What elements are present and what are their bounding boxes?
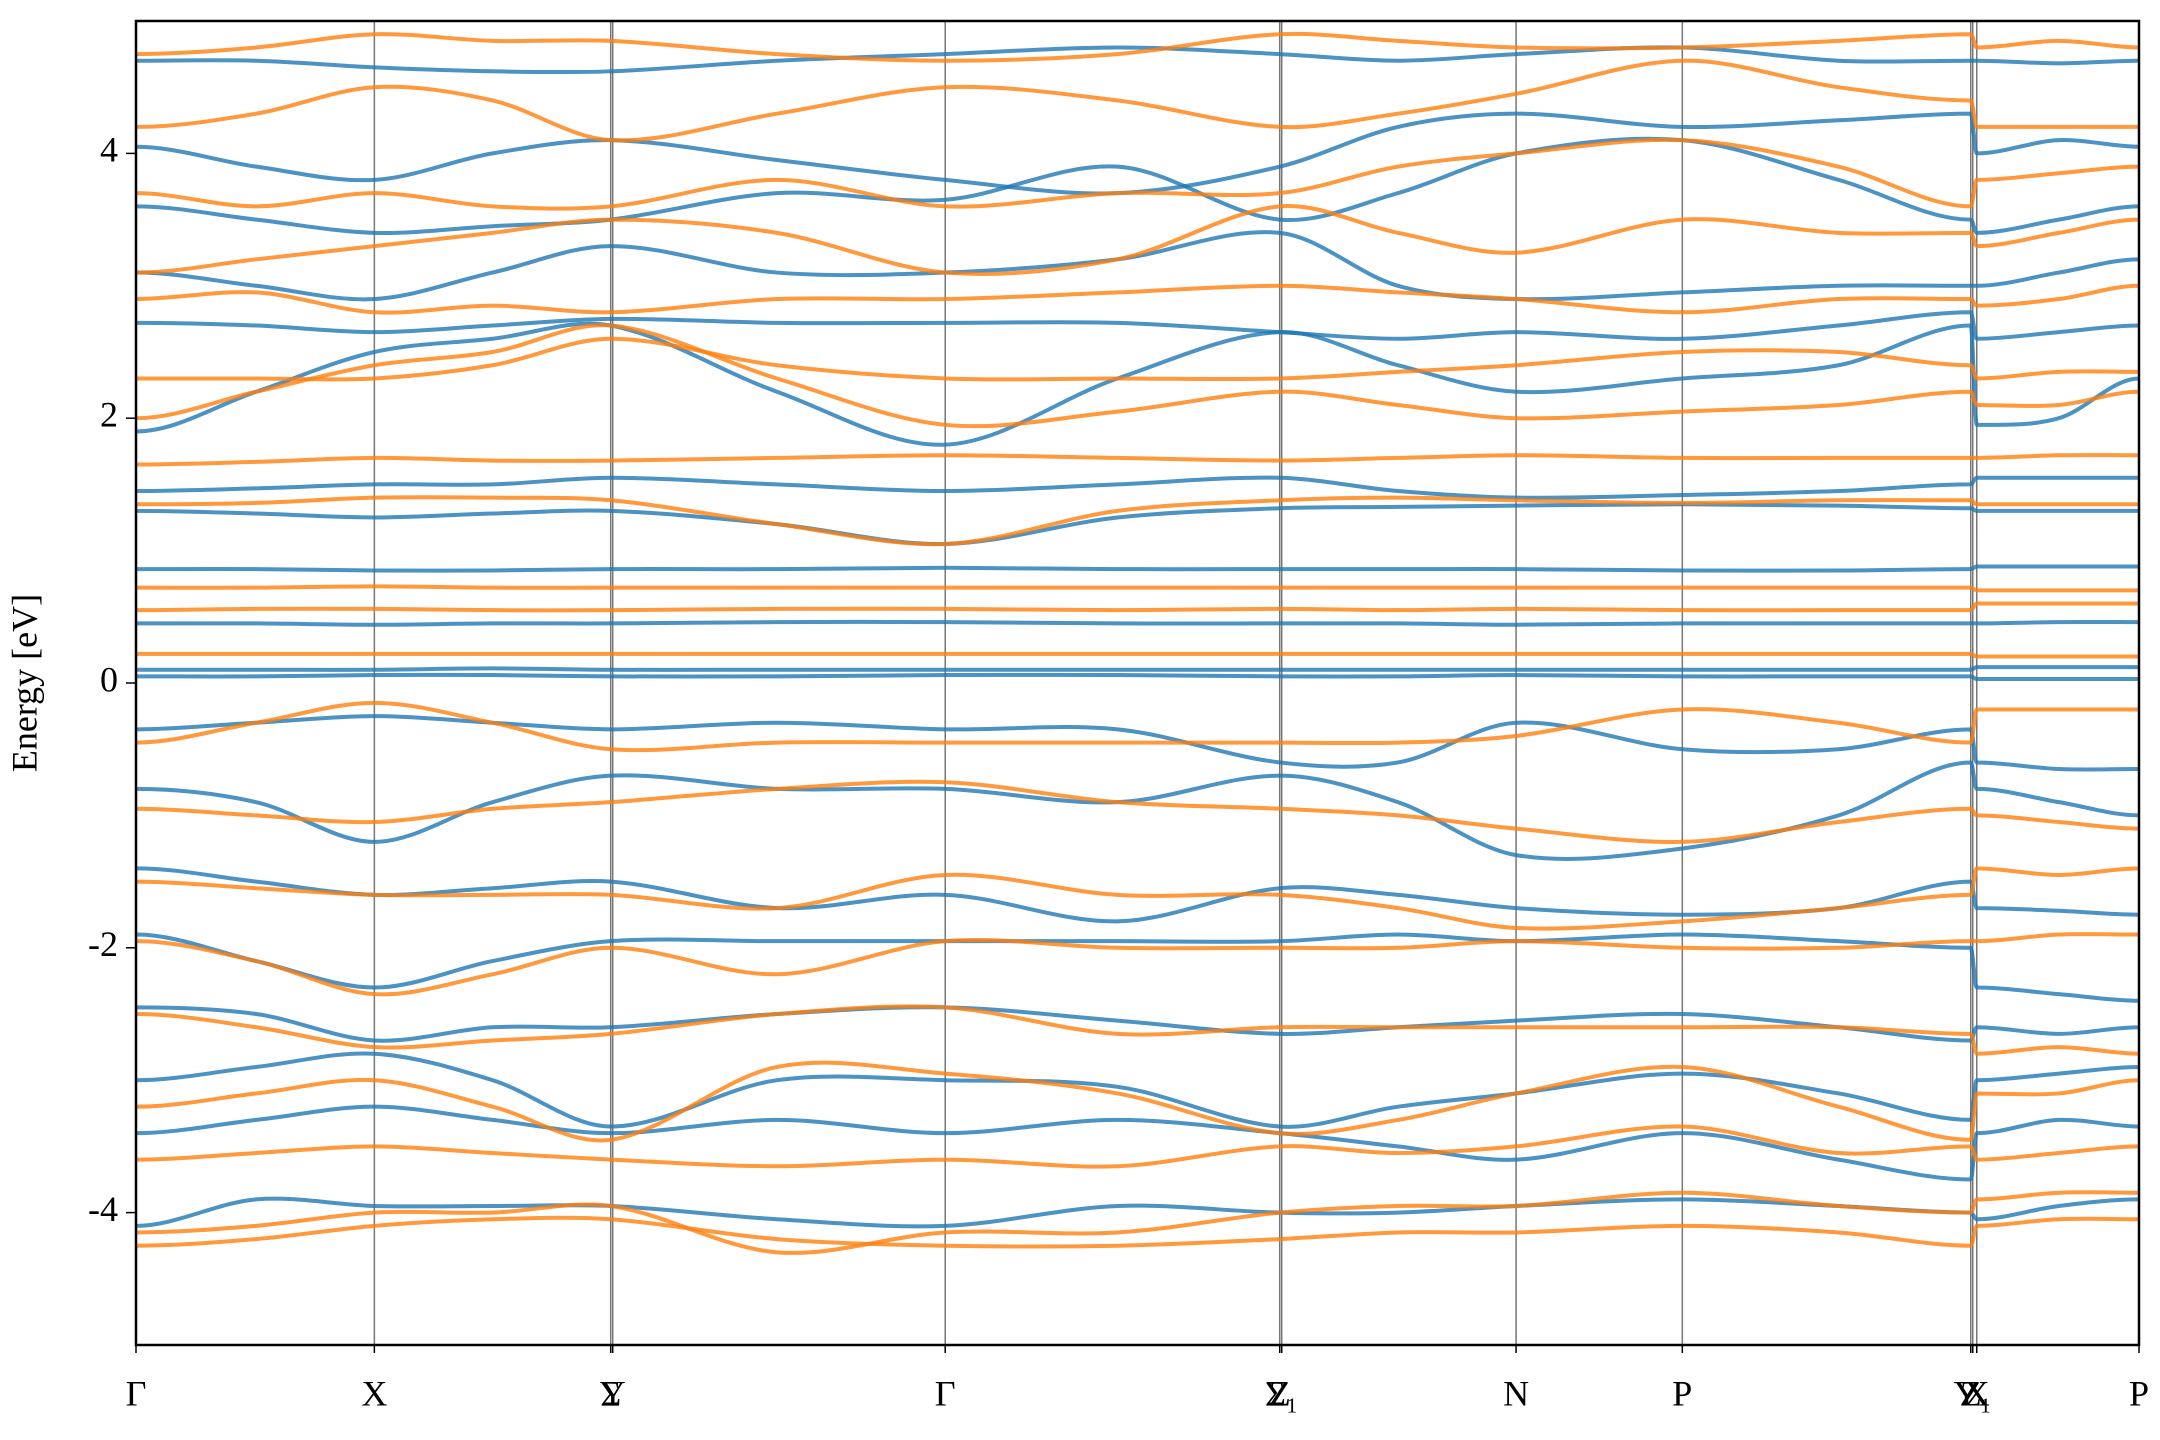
y-tick-label: 2	[100, 394, 118, 434]
band-line	[136, 495, 2139, 547]
band-line	[136, 1190, 2139, 1255]
band-line	[136, 760, 2139, 861]
band-line	[136, 700, 2139, 753]
band-line	[136, 601, 2139, 613]
band-line	[136, 230, 2139, 302]
band-line	[136, 1004, 2139, 1056]
x-tick-label: P	[1672, 1373, 1692, 1413]
x-tick-label: Z	[1960, 1373, 1982, 1413]
x-tick-label: Γ	[126, 1373, 147, 1413]
x-tick-label: N	[1503, 1373, 1529, 1413]
band-line	[136, 323, 2139, 429]
band-line	[136, 866, 2139, 924]
band-line	[136, 453, 2139, 467]
band-line	[136, 651, 2139, 659]
x-tick-label: Σ₁	[1265, 1373, 1299, 1413]
y-axis-label: Energy [eV]	[4, 594, 44, 772]
x-tick-label: P	[2129, 1373, 2149, 1413]
band-line	[136, 1215, 2139, 1249]
band-line	[136, 619, 2139, 627]
band-line	[136, 137, 2139, 211]
band-line	[136, 665, 2139, 672]
band-line	[136, 111, 2139, 196]
bands	[136, 31, 2139, 1255]
band-line	[136, 502, 2139, 546]
band-line	[136, 1060, 2139, 1143]
band-line	[136, 283, 2139, 315]
band-line	[136, 672, 2139, 682]
band-line	[136, 564, 2139, 573]
band-line	[136, 932, 2139, 1003]
plot-frame	[134, 19, 2141, 1347]
y-tick-label: 0	[100, 659, 118, 699]
band-line	[136, 1104, 2139, 1182]
band-line	[136, 31, 2139, 63]
x-tick-label: X	[1964, 1373, 1990, 1413]
band-line	[136, 1124, 2139, 1169]
band-line	[136, 310, 2139, 341]
y-tick-label: 4	[100, 130, 118, 170]
x-tick-label: X	[361, 1373, 387, 1413]
band-line	[136, 136, 2139, 235]
band-line	[136, 714, 2139, 772]
band-line	[136, 584, 2139, 593]
band-line	[136, 336, 2139, 382]
y-tick-label: -2	[88, 924, 118, 964]
x-tick-label: Y₁	[1953, 1373, 1992, 1413]
band-line	[136, 45, 2139, 75]
band-line	[136, 58, 2139, 143]
band-line	[136, 866, 2139, 931]
band-line	[136, 932, 2139, 997]
band-line	[136, 1051, 2139, 1129]
y-tick-label: -4	[88, 1189, 118, 1229]
x-tick-label: Σ	[600, 1373, 621, 1413]
band-line	[136, 203, 2139, 276]
band-line	[136, 779, 2139, 844]
x-tick-label: Γ	[935, 1373, 956, 1413]
band-line	[136, 475, 2139, 500]
x-tick-label: Z	[1269, 1373, 1291, 1413]
band-line	[136, 321, 2139, 447]
x-tick-label: Y	[600, 1373, 626, 1413]
